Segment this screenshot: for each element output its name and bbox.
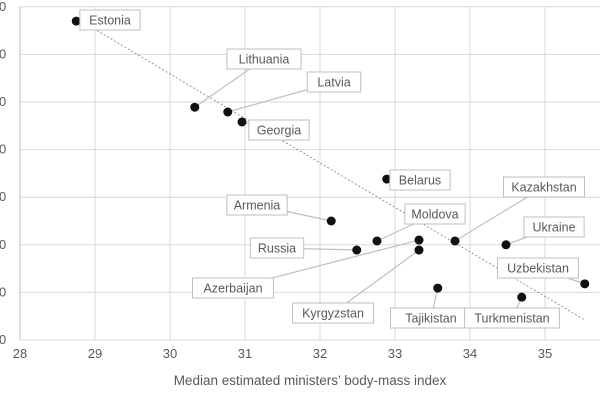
data-point [580, 279, 590, 289]
data-point [501, 240, 511, 250]
x-tick-label: 29 [88, 346, 102, 361]
y-tick-label: 0 [0, 0, 6, 14]
x-tick-label: 33 [388, 346, 402, 361]
data-label-box [464, 307, 560, 329]
data-label-box [389, 169, 451, 191]
data-label: Turkmenistan [464, 307, 560, 329]
data-point [190, 102, 200, 112]
data-label: Belarus [389, 169, 451, 191]
data-label: Moldova [404, 203, 466, 225]
data-label: Lithuania [226, 48, 302, 70]
x-tick-label: 34 [463, 346, 477, 361]
data-label-box [497, 257, 579, 279]
data-point [326, 216, 336, 226]
data-label-text: Kyrgyzstan [302, 307, 364, 321]
data-point [382, 174, 392, 184]
x-tick-label: 30 [163, 346, 177, 361]
data-point [414, 235, 424, 245]
data-label: Azerbaijan [192, 277, 274, 299]
data-label-text: Estonia [89, 14, 131, 28]
y-tick-label: 0 [0, 142, 6, 157]
data-point [517, 292, 527, 302]
data-label-box [503, 176, 585, 198]
data-label-box [226, 48, 302, 70]
data-point [433, 283, 443, 293]
data-label: Kyrgyzstan [292, 302, 374, 324]
data-label: Estonia [79, 9, 141, 31]
y-tick-label: 0 [0, 46, 6, 61]
x-tick-label: 28 [13, 346, 27, 361]
y-tick-label: 0 [0, 94, 6, 109]
data-label-box [248, 119, 310, 141]
data-label-box [79, 9, 141, 31]
data-label-text: Belarus [399, 174, 441, 188]
x-axis-label: Median estimated ministers’ body-mass in… [174, 373, 447, 388]
data-label-box [523, 216, 585, 238]
data-label-text: Uzbekistan [507, 262, 569, 276]
data-label-text: Kazakhstan [511, 181, 576, 195]
data-points [71, 16, 590, 302]
x-tick-label: 31 [238, 346, 252, 361]
data-point [414, 245, 424, 255]
data-label-text: Lithuania [239, 53, 290, 67]
y-tick-label: 0 [0, 237, 6, 252]
y-tick-label: 0 [0, 189, 6, 204]
data-label-box [226, 194, 288, 216]
y-tick-label: 0 [0, 332, 6, 347]
data-point [450, 236, 460, 246]
data-point [352, 245, 362, 255]
x-tick-label: 35 [538, 346, 552, 361]
data-label-text: Georgia [257, 124, 302, 138]
data-point [223, 107, 233, 117]
data-label-box [306, 71, 362, 93]
data-point [237, 117, 247, 127]
data-label-text: Turkmenistan [474, 312, 549, 326]
data-label-box [292, 302, 374, 324]
data-point [372, 236, 382, 246]
data-label-text: Russia [258, 242, 296, 256]
data-label-box [404, 203, 466, 225]
data-label: Ukraine [523, 216, 585, 238]
data-label: Kazakhstan [503, 176, 585, 198]
data-label-text: Armenia [234, 199, 281, 213]
y-tick-label: 0 [0, 284, 6, 299]
data-label-text: Latvia [317, 76, 350, 90]
data-label: Russia [249, 237, 305, 259]
data-label-text: Ukraine [532, 221, 575, 235]
data-label: Uzbekistan [497, 257, 579, 279]
data-label-text: Moldova [411, 208, 458, 222]
data-labels: Estonia Lithuania Latvia Georgia Belarus Arme… [79, 9, 585, 329]
data-label: Tajikistan [390, 307, 472, 329]
data-label: Latvia [306, 71, 362, 93]
axis-ticks: 28 29 30 31 32 33 34 35 0 0 0 0 0 0 0 0 [0, 0, 552, 361]
grid [19, 6, 600, 341]
data-label-box [192, 277, 274, 299]
data-label-text: Tajikistan [405, 312, 456, 326]
x-tick-label: 32 [313, 346, 327, 361]
data-label: Georgia [248, 119, 310, 141]
data-label-box [249, 237, 305, 259]
data-label: Armenia [226, 194, 288, 216]
data-label-text: Azerbaijan [203, 282, 262, 296]
data-point [71, 16, 81, 26]
